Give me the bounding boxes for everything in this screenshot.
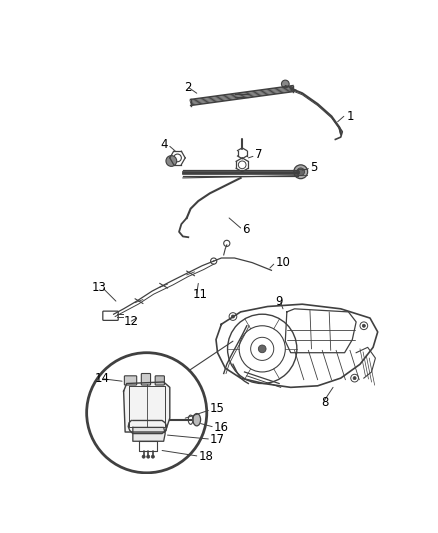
Circle shape: [231, 315, 234, 318]
Text: 18: 18: [198, 450, 213, 463]
Circle shape: [151, 455, 155, 458]
FancyBboxPatch shape: [155, 376, 164, 385]
Circle shape: [294, 165, 307, 179]
Circle shape: [258, 345, 266, 353]
Text: 10: 10: [276, 256, 290, 269]
FancyBboxPatch shape: [124, 376, 137, 385]
Text: 6: 6: [242, 223, 250, 236]
Polygon shape: [124, 382, 170, 432]
FancyBboxPatch shape: [103, 311, 118, 320]
Text: 11: 11: [193, 288, 208, 302]
Circle shape: [282, 80, 289, 88]
Circle shape: [142, 455, 145, 458]
Text: 17: 17: [210, 433, 225, 446]
Text: 12: 12: [124, 316, 138, 328]
Text: 7: 7: [254, 148, 262, 161]
Ellipse shape: [193, 414, 201, 426]
Text: 13: 13: [92, 281, 107, 294]
Circle shape: [362, 324, 365, 327]
Circle shape: [147, 455, 150, 458]
Circle shape: [353, 377, 356, 379]
Text: 15: 15: [210, 402, 225, 415]
Circle shape: [166, 156, 177, 166]
Polygon shape: [133, 427, 165, 441]
Text: 4: 4: [161, 138, 168, 151]
Circle shape: [297, 168, 304, 175]
Text: 9: 9: [276, 295, 283, 308]
FancyBboxPatch shape: [141, 374, 151, 385]
Text: 16: 16: [214, 421, 229, 434]
Text: 1: 1: [347, 110, 354, 123]
Text: 2: 2: [184, 80, 191, 94]
Text: 5: 5: [310, 161, 317, 174]
Text: 8: 8: [321, 396, 329, 409]
Text: 14: 14: [94, 372, 110, 385]
